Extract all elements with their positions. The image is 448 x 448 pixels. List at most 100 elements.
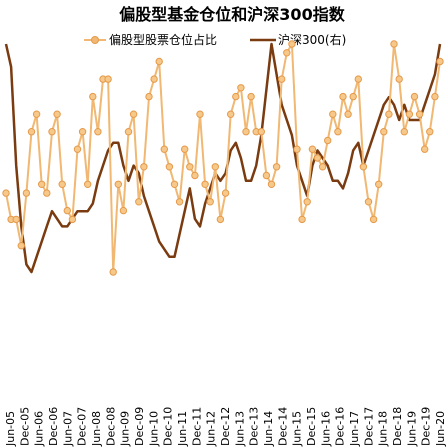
series-1-point: [278, 75, 286, 83]
series-1-point: [431, 92, 439, 101]
legend-marker-series-1-dot: [91, 36, 99, 44]
x-tick-label: Dec-05: [18, 407, 31, 446]
series-1-point: [48, 128, 56, 136]
x-tick-label: Dec-09: [133, 407, 146, 446]
series-1-point: [390, 40, 398, 48]
series-1-point: [426, 128, 434, 136]
legend: 偏股型股票仓位占比 沪深300(右): [84, 32, 346, 47]
series-1-point: [191, 171, 199, 180]
series-1-point: [27, 128, 36, 136]
series-1-point: [160, 145, 169, 153]
series-1-point: [170, 180, 179, 189]
series-1-point: [293, 145, 301, 153]
series-1-point: [196, 110, 204, 118]
series-1-point: [109, 268, 117, 276]
series-1-point: [257, 128, 265, 136]
series-1-point: [375, 180, 383, 189]
series-1-point: [385, 110, 393, 118]
series-1-point: [104, 75, 112, 83]
series-1-point: [181, 145, 189, 153]
series-1-point: [303, 198, 311, 206]
x-tick-label: Dec-12: [219, 407, 232, 446]
x-tick-label: Dec-19: [420, 407, 433, 446]
series-line-2: [4, 42, 442, 274]
series-1-point: [119, 206, 128, 215]
series-1-point: [436, 57, 444, 66]
series-1-point: [349, 92, 357, 101]
series-1-point: [272, 163, 281, 171]
x-tick-label: Jun-19: [405, 411, 418, 447]
series-1-point: [339, 92, 347, 101]
series-1-point: [63, 206, 72, 215]
x-tick-label: Jun-05: [4, 411, 17, 447]
plot-area: [2, 40, 444, 276]
series-1-point: [329, 110, 337, 118]
series-1-point: [175, 198, 184, 206]
series-1-point: [2, 189, 10, 197]
series-1-point: [232, 92, 240, 101]
x-tick-label: Dec-10: [162, 407, 175, 446]
series-1-point: [140, 163, 148, 171]
series-1-point: [17, 242, 25, 250]
series-1-point: [344, 110, 352, 118]
series-1-point: [262, 171, 271, 180]
x-tick-label: Jun-17: [348, 411, 361, 447]
x-tick-label: Jun-09: [119, 411, 132, 447]
series-1-point: [32, 110, 41, 118]
series-1-point: [216, 215, 225, 224]
x-tick-label: Dec-15: [305, 407, 318, 446]
series-1-point: [308, 145, 317, 153]
series-1-point: [227, 110, 235, 118]
x-tick-label: Dec-06: [47, 407, 60, 446]
x-tick-label: Dec-07: [76, 407, 89, 446]
x-tick-label: Jun-20: [434, 411, 447, 447]
series-1-point: [145, 92, 153, 101]
x-tick-label: Jun-10: [147, 411, 160, 447]
series-1-point: [186, 163, 194, 171]
series-1-point: [78, 128, 87, 136]
x-tick-label: Jun-11: [176, 411, 189, 447]
series-line-1: [5, 43, 441, 273]
series-1-point: [68, 215, 77, 224]
series-1-point: [395, 75, 403, 83]
series-1-point: [369, 215, 378, 224]
x-tick-label: Dec-13: [248, 407, 261, 446]
series-1-point: [359, 163, 368, 171]
series-1-point: [242, 128, 250, 136]
x-axis: Jun-05 Dec-05 Jun-06 Dec-06 Jun-07 Dec-07 Jun-…: [4, 407, 447, 447]
x-tick-label: Jun-06: [33, 411, 46, 447]
x-tick-label: Jun-12: [205, 411, 218, 447]
series-1-point: [247, 92, 255, 101]
series-1-point: [94, 128, 102, 136]
series-1-point: [421, 145, 429, 153]
x-tick-label: Jun-07: [61, 411, 74, 447]
legend-label-series-2: 沪深300(右): [278, 32, 346, 47]
series-1-point: [201, 180, 209, 189]
series-1-point: [400, 128, 408, 136]
series-1-point: [211, 163, 220, 171]
x-tick-label: Dec-14: [276, 407, 289, 446]
series-1-point: [298, 215, 306, 224]
series-1-point: [267, 180, 276, 189]
x-tick-label: Dec-11: [190, 407, 203, 446]
series-1-point: [237, 84, 245, 92]
series-1-point: [165, 163, 174, 171]
series-1-point: [22, 189, 31, 197]
series-1-point: [221, 189, 230, 197]
x-tick-label: Jun-18: [377, 411, 390, 447]
series-1-point: [405, 110, 414, 118]
series-1-point: [364, 198, 373, 206]
series-1-point: [155, 57, 163, 66]
series-1-point: [12, 215, 20, 224]
chart-title: 偏股型基金仓位和沪深300指数: [119, 5, 345, 24]
x-tick-label: Jun-14: [262, 411, 275, 447]
series-1-point: [73, 145, 82, 153]
x-tick-label: Jun-15: [291, 411, 304, 447]
series-1-point: [380, 128, 388, 136]
legend-label-series-1: 偏股型股票仓位占比: [109, 32, 217, 47]
series-1-point: [84, 180, 92, 189]
x-tick-label: Dec-17: [362, 407, 375, 446]
series-1-point: [283, 49, 291, 57]
series-1-point: [354, 75, 362, 83]
series-1-point: [38, 180, 46, 189]
